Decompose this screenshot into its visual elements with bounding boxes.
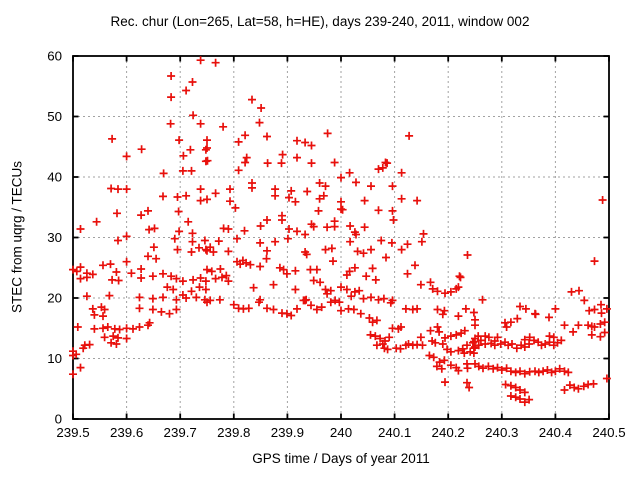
- scatter-points: [69, 56, 611, 407]
- x-tick-label: 239.6: [110, 425, 143, 440]
- x-tick-label: 239.9: [271, 425, 304, 440]
- y-tick-label: 50: [47, 109, 62, 124]
- x-tick-label: 240.3: [485, 425, 518, 440]
- x-tick-label: 239.5: [56, 425, 89, 440]
- y-tick-label: 20: [47, 291, 62, 306]
- x-tick-label: 240: [330, 425, 352, 440]
- y-tick-label: 10: [47, 351, 62, 366]
- x-tick-label: 239.7: [164, 425, 197, 440]
- x-axis-title: GPS time / Days of year 2011: [252, 451, 430, 466]
- x-tick-label: 239.8: [217, 425, 250, 440]
- y-tick-label: 60: [47, 49, 62, 64]
- y-tick-label: 30: [47, 230, 62, 245]
- chart-title: Rec. chur (Lon=265, Lat=58, h=HE), days …: [110, 14, 530, 29]
- x-tick-label: 240.2: [432, 425, 465, 440]
- x-tick-label: 240.1: [378, 425, 411, 440]
- y-tick-label: 0: [55, 412, 62, 427]
- y-tick-label: 40: [47, 170, 62, 185]
- y-axis-title: STEC from uqrg / TECUs: [9, 160, 25, 314]
- x-tick-label: 240.5: [592, 425, 625, 440]
- x-tick-label: 240.4: [539, 425, 572, 440]
